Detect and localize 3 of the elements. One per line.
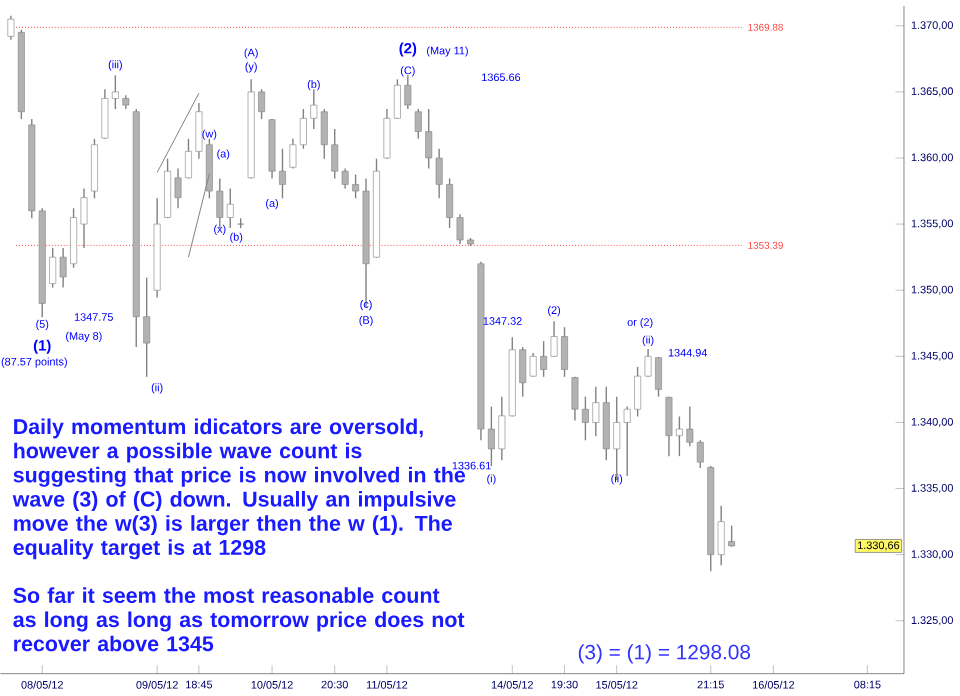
candlestick [91,138,98,200]
annotation: (3) = (1) = 1298.08 [578,644,751,664]
annotation: So far it seem the most reasonable count as long as long as tomorrow price does not recover above 1345 [13,587,465,652]
